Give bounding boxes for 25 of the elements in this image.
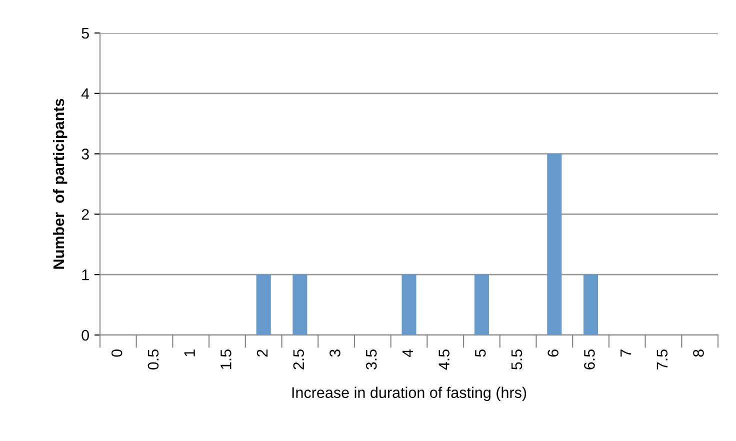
x-tick-label: 6: [548, 350, 559, 357]
x-tick-label: 3: [330, 350, 340, 357]
x-tick-label: 4.5: [438, 350, 450, 370]
x-tick-label: 2: [256, 350, 268, 357]
y-tick-label: 4: [81, 88, 90, 99]
y-tick-label: 0: [82, 330, 89, 341]
x-tick-label: 7: [620, 350, 632, 357]
x-tick-label: 0: [111, 349, 122, 357]
x-tick-label: 1: [184, 350, 195, 356]
x-tick-label: 5.5: [512, 350, 522, 370]
y-tick-label: 5: [82, 28, 89, 39]
x-tick-label: 0.5: [148, 350, 159, 370]
x-tick-label: 4: [402, 349, 413, 358]
y-tick-label: 2: [82, 209, 89, 220]
y-tick-label: 1: [82, 270, 89, 280]
x-tick-label: 3.5: [366, 350, 377, 370]
x-axis-title: Increase in duration of fasting (hrs): [292, 386, 526, 402]
x-tick-label: 1.5: [220, 350, 232, 369]
x-tick-label: 7.5: [656, 350, 668, 370]
y-tick-label: 3: [82, 148, 89, 160]
x-tick-label: 5: [475, 350, 486, 357]
y-axis-title: Number of participants: [52, 98, 68, 269]
x-tick-label: 2.5: [293, 350, 304, 370]
x-tick-label: 6.5: [584, 350, 595, 370]
x-tick-label: 8: [693, 350, 704, 357]
